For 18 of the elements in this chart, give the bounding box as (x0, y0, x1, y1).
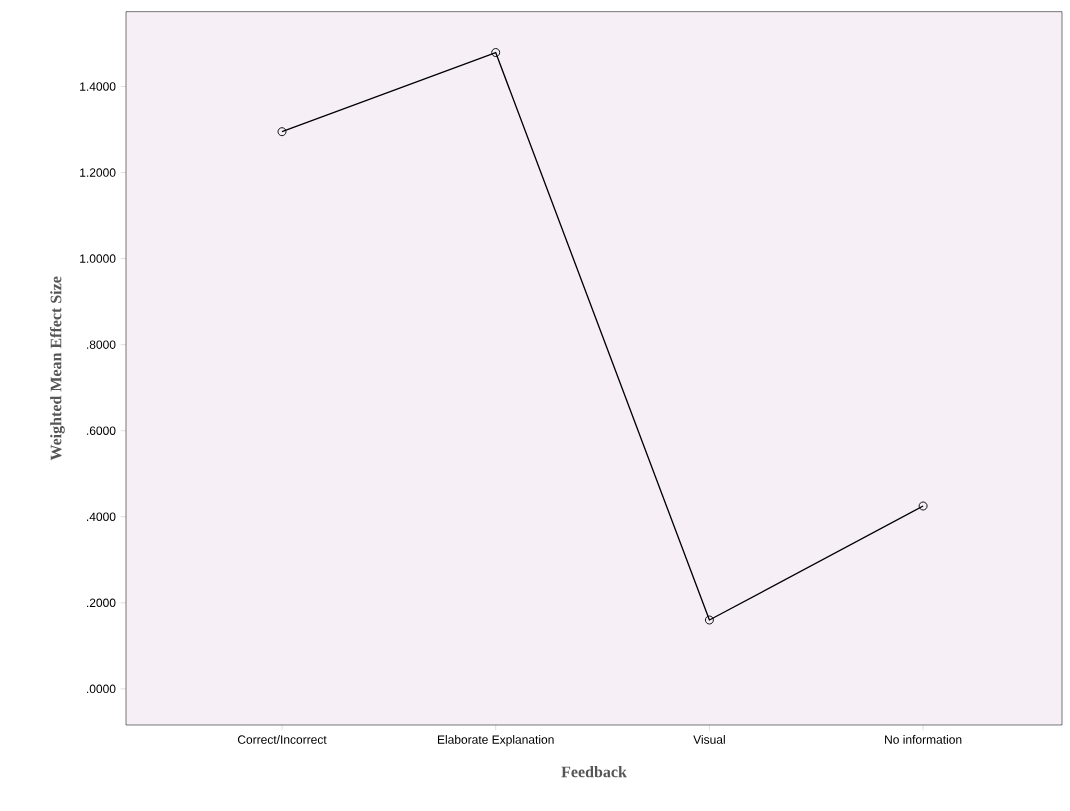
point (704, 615, 714, 625)
x-tick-label: Visual (693, 735, 725, 744)
x-tick-label: Correct/Incorrect (237, 735, 327, 744)
y-tick-label: .8000 (87, 340, 116, 349)
y-tick-label: 1.4000 (80, 82, 116, 91)
point (918, 501, 928, 511)
y-axis-title: Weighted Mean Effect Size (49, 276, 65, 461)
point (277, 127, 287, 137)
x-axis-title: Feedback (561, 766, 627, 778)
x-tick-label: No information (885, 735, 962, 744)
x-tick-label: Elaborate Explanation (437, 735, 554, 747)
y-tick-label: 1.0000 (80, 254, 116, 263)
y-tick-label: 1.2000 (80, 168, 116, 177)
y-tick-label: .0000 (87, 684, 116, 694)
point (491, 48, 501, 57)
y-tick-label: .4000 (87, 512, 116, 522)
y-tick-label: .2000 (87, 598, 116, 608)
y-tick-label: .6000 (87, 426, 116, 435)
